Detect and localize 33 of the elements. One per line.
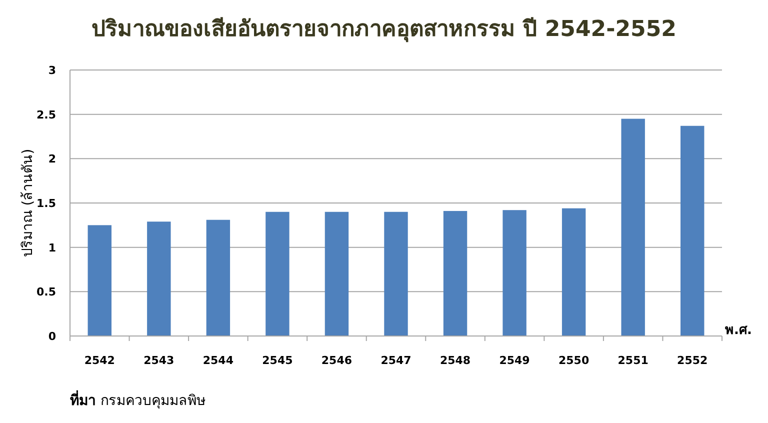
bar	[147, 222, 171, 336]
bar	[266, 212, 290, 336]
bar	[324, 212, 349, 336]
x-tick-label: 2550	[558, 354, 590, 367]
x-tick-label: 2546	[321, 354, 352, 367]
chart-title: ปริมาณของเสียอันตรายจากภาคอุตสาหกรรม ปี 2542-2552	[92, 17, 676, 43]
x-tick-label: 2552	[677, 354, 708, 367]
bar	[88, 225, 112, 336]
x-tick-label: 2544	[202, 354, 234, 367]
bar	[443, 210, 468, 336]
x-tick-label: 2543	[144, 354, 174, 367]
y-tick-label: 2	[48, 152, 56, 166]
y-tick-label: 0	[48, 330, 56, 343]
bar	[621, 118, 645, 336]
bar	[384, 212, 408, 336]
text: ที่มา กรมควบคุมมลพิษ	[70, 390, 206, 409]
y-tick-label: 1.5	[36, 197, 56, 210]
y-tick-label: 1	[48, 241, 56, 254]
x-axis-title: พ.ศ.	[725, 323, 752, 338]
bar	[206, 220, 230, 336]
y-tick-label: 0.5	[36, 286, 56, 299]
x-tick-label: 2548	[440, 354, 471, 367]
x-tick-label: 2549	[499, 354, 530, 367]
x-tick-label: 2542	[84, 354, 115, 367]
x-tick-label: 2551	[618, 354, 648, 367]
bar	[502, 210, 526, 336]
y-tick-label: 3	[48, 64, 56, 77]
bar	[562, 208, 586, 336]
y-axis-title: ปริมาณ (ล้านตัน)	[20, 148, 36, 258]
y-tick-label: 2.5	[36, 108, 56, 122]
x-tick-label: 2545	[262, 354, 293, 367]
x-tick-label: 2547	[380, 354, 412, 367]
bar	[680, 126, 704, 336]
